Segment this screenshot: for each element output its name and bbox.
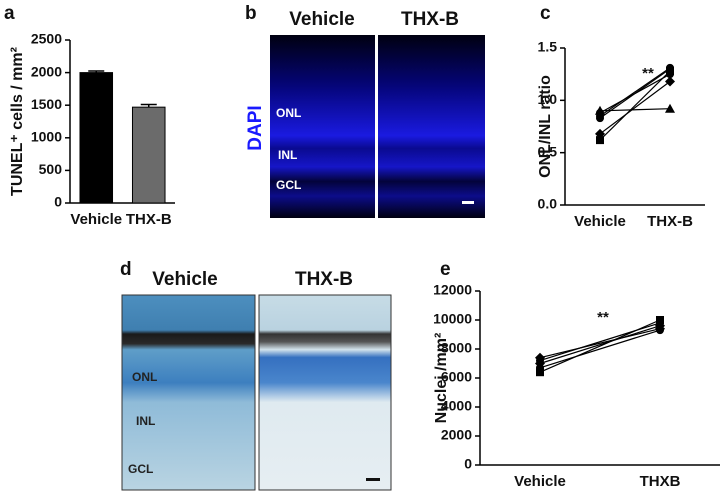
panel-letter: a bbox=[4, 3, 15, 24]
y-tick-label: 4000 bbox=[441, 398, 472, 414]
y-tick-label: 10000 bbox=[433, 311, 472, 327]
marker bbox=[666, 70, 674, 79]
y-tick-label: 0 bbox=[464, 456, 472, 472]
bar bbox=[79, 72, 114, 204]
y-tick-label: 1.5 bbox=[538, 39, 558, 55]
panel-letter: b bbox=[245, 3, 257, 24]
series-line bbox=[539, 328, 661, 359]
y-axis-label: Nuclei /mm² bbox=[433, 333, 450, 424]
bar bbox=[131, 106, 166, 204]
layer-label: GCL bbox=[276, 178, 301, 192]
scale-bar bbox=[366, 478, 380, 481]
scale-bar bbox=[462, 201, 474, 204]
x-tick-label: THX-B bbox=[126, 211, 172, 228]
marker bbox=[596, 136, 604, 145]
series-line bbox=[539, 322, 661, 362]
column-header: Vehicle bbox=[289, 9, 355, 30]
marker bbox=[535, 352, 545, 363]
marker bbox=[595, 105, 605, 115]
panel-letter: c bbox=[540, 3, 551, 24]
series-line bbox=[539, 329, 661, 369]
y-tick-label: 2000 bbox=[31, 63, 62, 79]
panel-letter: d bbox=[120, 259, 132, 280]
series-line bbox=[599, 73, 671, 114]
marker bbox=[665, 103, 675, 113]
micrograph bbox=[270, 35, 375, 218]
micrograph bbox=[378, 35, 485, 218]
y-tick-label: 0.0 bbox=[538, 196, 558, 212]
x-tick-label: THXB bbox=[640, 473, 681, 490]
micrograph bbox=[258, 294, 392, 491]
layer-label: INL bbox=[136, 414, 155, 428]
layer-label: INL bbox=[278, 148, 297, 162]
marker bbox=[655, 323, 665, 334]
micrograph bbox=[121, 294, 256, 491]
series-line bbox=[539, 319, 661, 373]
y-tick-label: 1.0 bbox=[538, 91, 558, 107]
layer-label: GCL bbox=[128, 462, 153, 476]
annotation: ** bbox=[642, 65, 654, 82]
stain-label: DAPI bbox=[245, 105, 266, 150]
layer-label: ONL bbox=[132, 370, 157, 384]
series-line bbox=[599, 81, 671, 135]
y-tick-label: 1000 bbox=[31, 129, 62, 145]
annotation: ** bbox=[597, 309, 609, 326]
y-tick-label: 0.5 bbox=[538, 143, 558, 159]
y-tick-label: 6000 bbox=[441, 369, 472, 385]
column-header: THX-B bbox=[295, 269, 353, 290]
marker bbox=[595, 128, 605, 139]
marker bbox=[666, 63, 674, 72]
y-tick-label: 500 bbox=[39, 161, 63, 177]
marker bbox=[536, 368, 544, 377]
layer-label: ONL bbox=[276, 106, 301, 120]
column-header: THX-B bbox=[401, 9, 459, 30]
y-tick-label: 8000 bbox=[441, 340, 472, 356]
y-tick-label: 1500 bbox=[31, 96, 62, 112]
y-axis-label: ONL/INL ratio bbox=[537, 75, 554, 178]
series-line bbox=[599, 67, 671, 117]
series-line bbox=[599, 70, 671, 141]
marker bbox=[656, 318, 664, 327]
y-tick-label: 2000 bbox=[441, 427, 472, 443]
x-tick-label: Vehicle bbox=[574, 213, 626, 230]
series-line bbox=[599, 108, 671, 112]
y-tick-label: 0 bbox=[54, 194, 62, 210]
y-axis-label: TUNEL⁺ cells / mm² bbox=[9, 47, 26, 196]
marker bbox=[665, 76, 675, 87]
y-tick-label: 2500 bbox=[31, 31, 62, 47]
x-tick-label: Vehicle bbox=[514, 473, 566, 490]
series-line bbox=[539, 325, 661, 365]
y-tick-label: 12000 bbox=[433, 282, 472, 298]
divider bbox=[375, 35, 378, 218]
x-tick-label: THX-B bbox=[647, 213, 693, 230]
x-tick-label: Vehicle bbox=[70, 211, 122, 228]
panel-letter: e bbox=[440, 259, 451, 280]
column-header: Vehicle bbox=[152, 269, 218, 290]
